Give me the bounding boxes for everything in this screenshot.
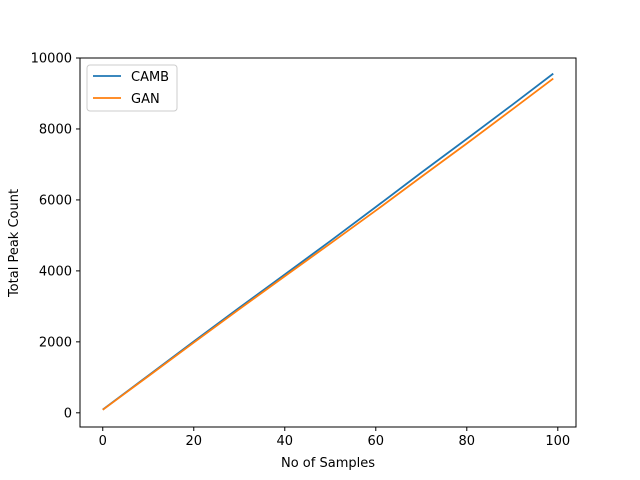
series-layer <box>102 72 554 411</box>
y-tick-label: 0 <box>64 406 72 421</box>
series-line-gan <box>102 77 554 411</box>
y-tick-label: 4000 <box>39 264 72 279</box>
x-ticks: 0 20 40 60 80 100 <box>99 427 570 449</box>
y-ticks: 0 2000 4000 6000 8000 10000 <box>31 52 80 421</box>
y-tick-label: 10000 <box>31 52 72 67</box>
y-tick-label: 8000 <box>39 122 72 137</box>
x-tick-label: 60 <box>368 434 385 449</box>
y-tick-label: 2000 <box>39 335 72 350</box>
x-tick-label: 0 <box>99 434 107 449</box>
y-axis-label: Total Peak Count <box>7 189 22 298</box>
legend: CAMB GAN <box>86 64 178 112</box>
plot-frame <box>79 57 577 428</box>
x-tick-label: 80 <box>459 434 476 449</box>
x-tick-label: 20 <box>185 434 202 449</box>
x-tick-label: 40 <box>276 434 293 449</box>
legend-label-gan: GAN <box>131 92 160 107</box>
y-tick-label: 6000 <box>39 193 72 208</box>
x-axis-label: No of Samples <box>281 456 375 471</box>
legend-label-camb: CAMB <box>131 70 169 85</box>
axes-layer <box>79 57 577 428</box>
x-tick-label: 100 <box>545 434 570 449</box>
